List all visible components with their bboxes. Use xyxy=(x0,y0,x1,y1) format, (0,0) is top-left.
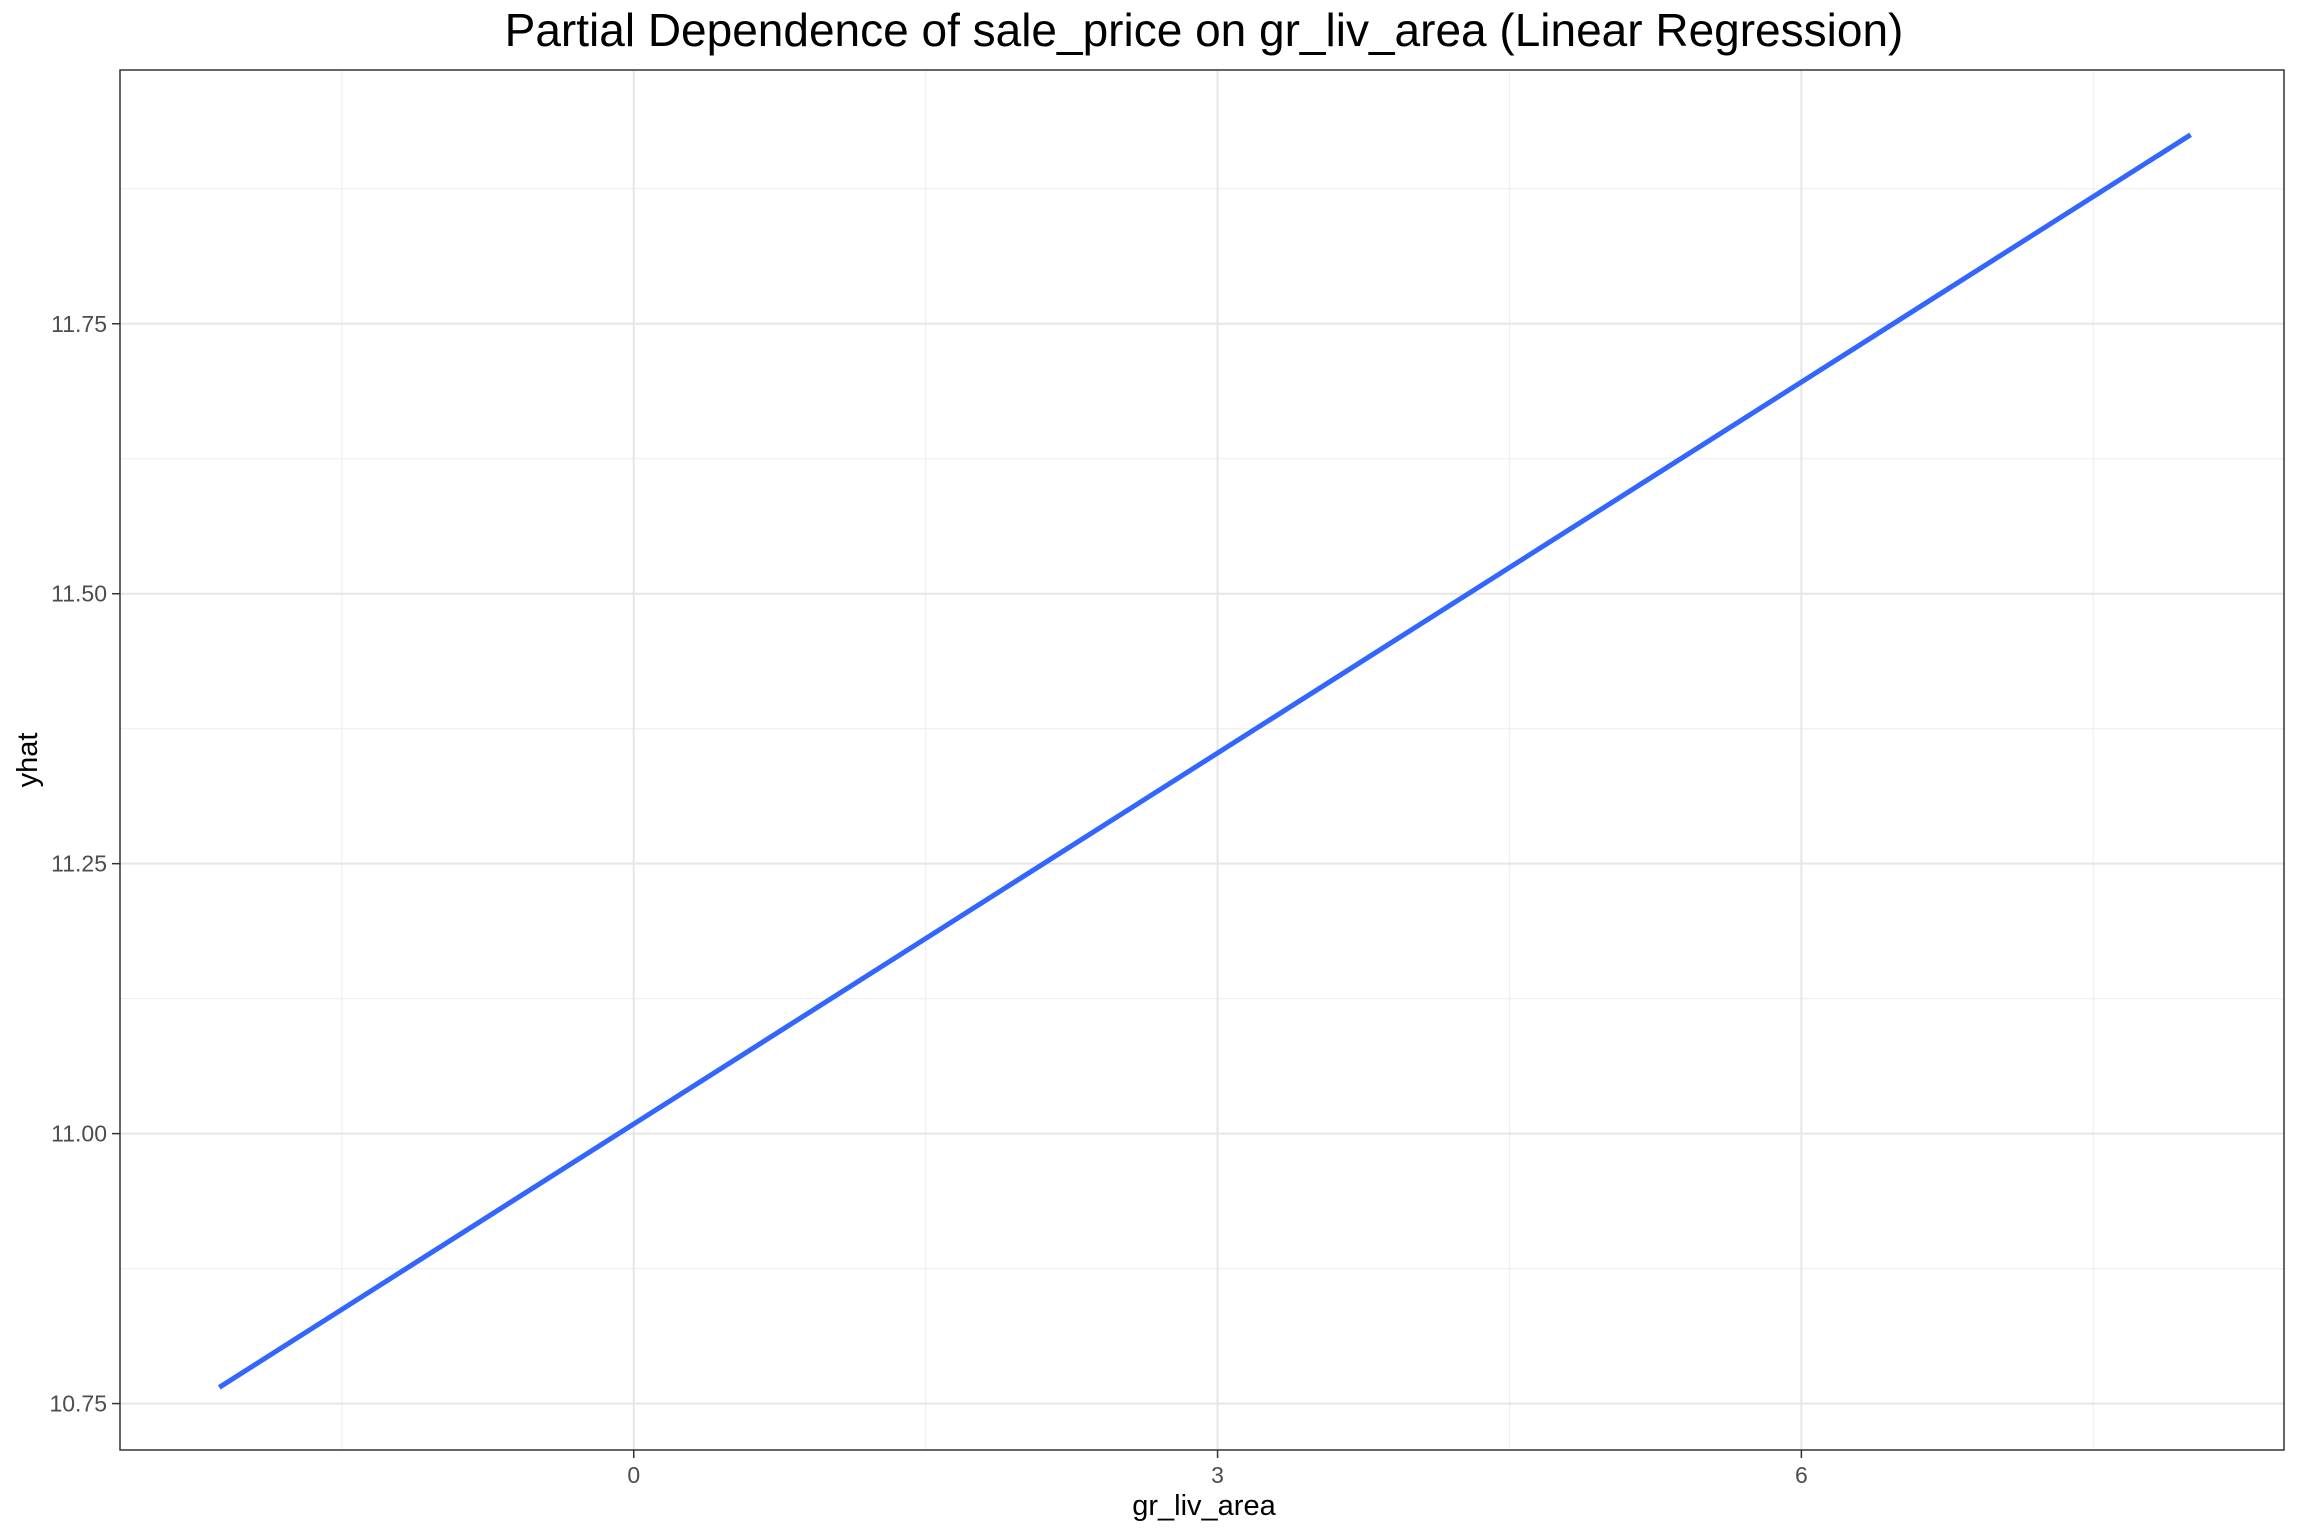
y-tick-label: 11.00 xyxy=(51,1121,107,1147)
x-axis: 0 3 6 xyxy=(627,1450,1808,1488)
y-tick-label: 11.25 xyxy=(51,851,107,877)
y-tick-label: 10.75 xyxy=(49,1391,107,1417)
chart-title: Partial Dependence of sale_price on gr_l… xyxy=(505,4,1904,56)
major-gridlines xyxy=(120,70,2284,1450)
y-tick-label: 11.50 xyxy=(51,581,107,607)
y-tick-label: 11.75 xyxy=(51,311,107,337)
series-line xyxy=(217,132,2192,1390)
y-axis-title: yhat xyxy=(12,733,44,788)
minor-gridlines xyxy=(120,70,2284,1450)
y-axis: 10.75 11.00 11.25 11.50 11.75 xyxy=(49,311,120,1417)
plot-panel-border xyxy=(119,69,2285,1451)
x-axis-title: gr_liv_area xyxy=(1132,1490,1276,1522)
x-tick-label: 3 xyxy=(1211,1462,1224,1488)
x-tick-label: 0 xyxy=(627,1462,640,1488)
x-tick-label: 6 xyxy=(1795,1462,1808,1488)
series-layer xyxy=(217,132,2192,1390)
